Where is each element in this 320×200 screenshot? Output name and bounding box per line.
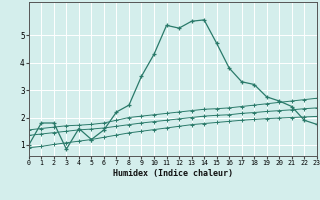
X-axis label: Humidex (Indice chaleur): Humidex (Indice chaleur): [113, 169, 233, 178]
